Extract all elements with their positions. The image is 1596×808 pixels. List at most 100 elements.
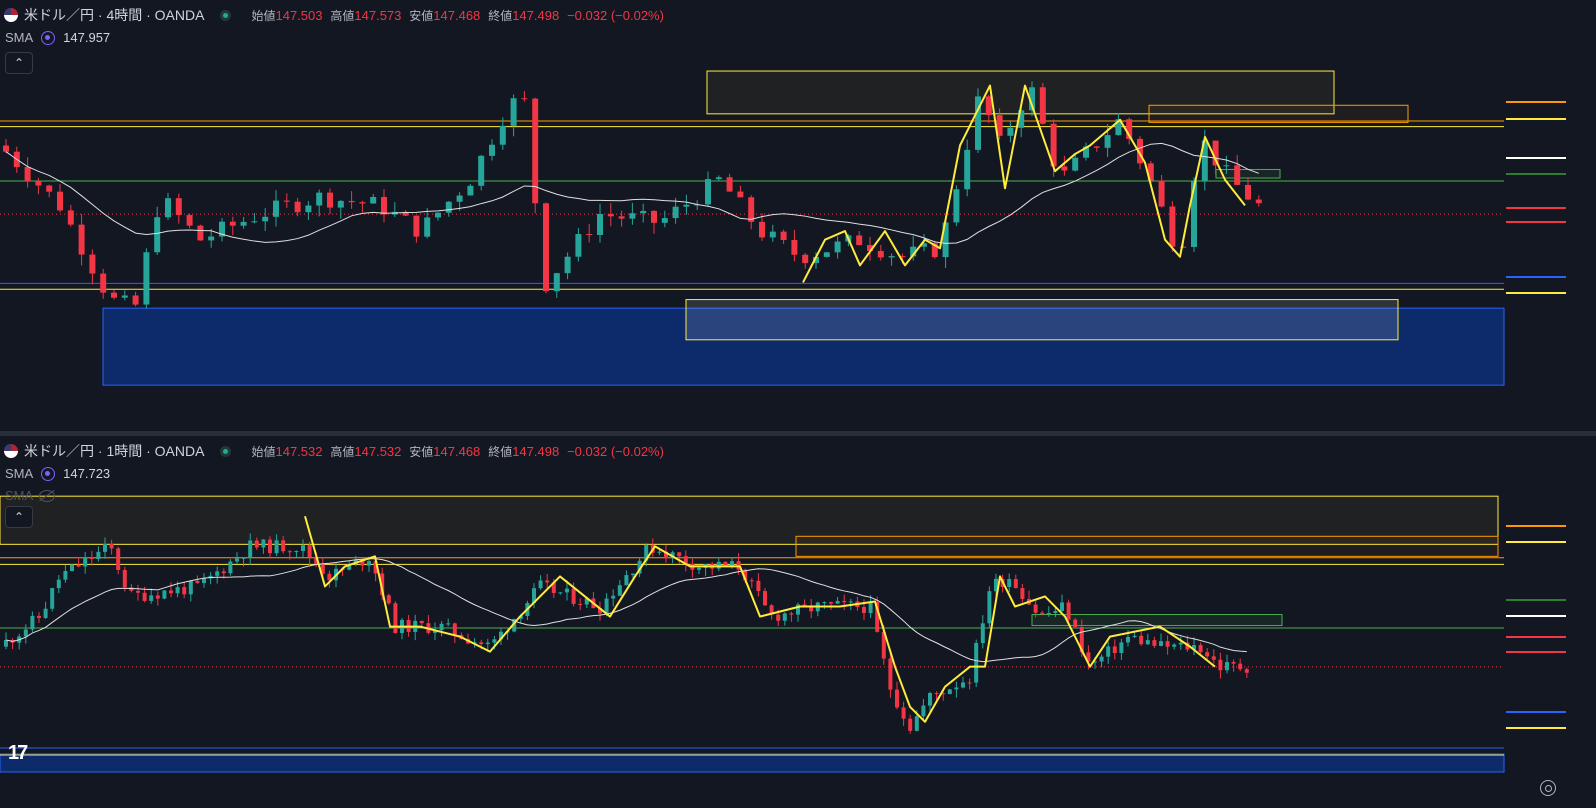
candle-20[interactable]: [219, 217, 225, 242]
candle-81[interactable]: [538, 575, 543, 590]
collapse-legend-button[interactable]: ⌃: [5, 52, 33, 74]
candle-91[interactable]: [985, 94, 992, 124]
candle-8[interactable]: [89, 249, 96, 285]
candle-49[interactable]: [327, 570, 332, 588]
candle-171[interactable]: [1132, 632, 1137, 639]
candle-96[interactable]: [1039, 82, 1046, 125]
candle-80[interactable]: [532, 583, 536, 609]
candle-61[interactable]: [661, 210, 668, 228]
candle-93[interactable]: [617, 580, 622, 596]
zone-rectangle-2[interactable]: [795, 535, 1499, 557]
candle-46[interactable]: [307, 541, 312, 565]
candle-122[interactable]: [809, 598, 814, 619]
candle-188[interactable]: [1244, 667, 1249, 678]
candle-37[interactable]: [248, 533, 253, 566]
candle-90[interactable]: [598, 601, 602, 621]
candle-80[interactable]: [867, 236, 873, 261]
candle-94[interactable]: [1018, 105, 1025, 138]
candle-157[interactable]: [1040, 610, 1045, 616]
candle-75[interactable]: [499, 627, 503, 646]
candle-16[interactable]: [109, 539, 114, 555]
candle-161[interactable]: [1066, 599, 1071, 624]
candle-11[interactable]: [121, 290, 128, 301]
candle-38[interactable]: [413, 215, 420, 243]
candle-109[interactable]: [723, 561, 728, 567]
candle-25[interactable]: [273, 190, 279, 227]
candle-24[interactable]: [162, 590, 167, 600]
candle-131[interactable]: [868, 595, 873, 619]
candle-153[interactable]: [1013, 574, 1018, 589]
candle-173[interactable]: [1145, 633, 1150, 646]
candle-121[interactable]: [802, 599, 807, 606]
candle-87[interactable]: [578, 598, 583, 611]
candle-154[interactable]: [1020, 583, 1025, 603]
candle-8[interactable]: [56, 575, 61, 594]
sma-hidden-indicator[interactable]: SMA: [5, 488, 56, 503]
candle-175[interactable]: [1159, 633, 1163, 647]
zone-rectangle-3[interactable]: [1148, 104, 1409, 123]
candle-5[interactable]: [37, 612, 41, 623]
candle-12[interactable]: [132, 291, 139, 307]
candle-101[interactable]: [1093, 145, 1100, 152]
candle-4[interactable]: [30, 611, 35, 632]
candle-22[interactable]: [240, 216, 247, 229]
candle-27[interactable]: [294, 198, 301, 217]
candle-69[interactable]: [748, 195, 755, 230]
candle-116[interactable]: [769, 604, 774, 620]
candle-40[interactable]: [435, 212, 441, 221]
candle-93[interactable]: [1007, 121, 1014, 143]
candle-92[interactable]: [996, 108, 1003, 140]
candle-58[interactable]: [386, 593, 391, 605]
candle-13[interactable]: [89, 550, 94, 566]
candle-29[interactable]: [316, 189, 323, 217]
candle-148[interactable]: [980, 615, 985, 649]
candle-40[interactable]: [268, 536, 272, 559]
candle-41[interactable]: [274, 534, 279, 557]
candle-115[interactable]: [1245, 177, 1251, 201]
candle-84[interactable]: [558, 592, 563, 595]
candle-14[interactable]: [154, 206, 161, 255]
candle-63[interactable]: [419, 620, 424, 627]
candle-49[interactable]: [532, 97, 539, 214]
candle-19[interactable]: [208, 228, 215, 248]
candle-17[interactable]: [116, 546, 121, 575]
candle-67[interactable]: [446, 618, 451, 627]
symbol-title-4h[interactable]: 米ドル／円 · 4時間 · OANDA: [24, 7, 205, 23]
zone-rectangle-1[interactable]: [685, 299, 1399, 341]
candle-30[interactable]: [327, 188, 333, 215]
candle-54[interactable]: [586, 223, 593, 243]
candle-23[interactable]: [251, 212, 258, 224]
candle-17[interactable]: [186, 213, 193, 229]
candle-41[interactable]: [445, 201, 452, 217]
sma-indicator-4h[interactable]: SMA 147.957: [5, 30, 111, 45]
candle-84[interactable]: [910, 235, 917, 261]
candle-92[interactable]: [611, 589, 616, 607]
candle-34[interactable]: [228, 559, 233, 576]
candle-3[interactable]: [35, 177, 42, 195]
sma-visibility-icon[interactable]: [41, 30, 56, 45]
candle-177[interactable]: [1172, 643, 1177, 650]
candle-67[interactable]: [726, 173, 733, 192]
candle-71[interactable]: [769, 224, 776, 242]
candle-66[interactable]: [439, 621, 444, 637]
candle-60[interactable]: [651, 210, 657, 234]
candle-90[interactable]: [975, 88, 981, 153]
candle-95[interactable]: [631, 573, 635, 578]
candle-152[interactable]: [1007, 573, 1012, 593]
candle-134[interactable]: [888, 652, 893, 698]
candle-21[interactable]: [229, 216, 236, 236]
candle-44[interactable]: [294, 550, 299, 558]
candle-169[interactable]: [1119, 638, 1124, 660]
candle-85[interactable]: [921, 234, 927, 252]
candle-7[interactable]: [50, 587, 55, 612]
candle-39[interactable]: [261, 539, 266, 554]
candle-2[interactable]: [17, 633, 22, 650]
yellow-drawing-0[interactable]: [304, 515, 1216, 723]
candle-2[interactable]: [24, 157, 31, 188]
candle-86[interactable]: [931, 240, 938, 259]
chart-pane-4h[interactable]: 米ドル／円 · 4時間 · OANDA 始値147.503 高値147.573 …: [0, 0, 1596, 432]
chart-canvas-1h[interactable]: [0, 436, 1596, 808]
candle-4[interactable]: [46, 184, 53, 198]
candle-10[interactable]: [70, 564, 74, 572]
candle-120[interactable]: [796, 602, 800, 622]
